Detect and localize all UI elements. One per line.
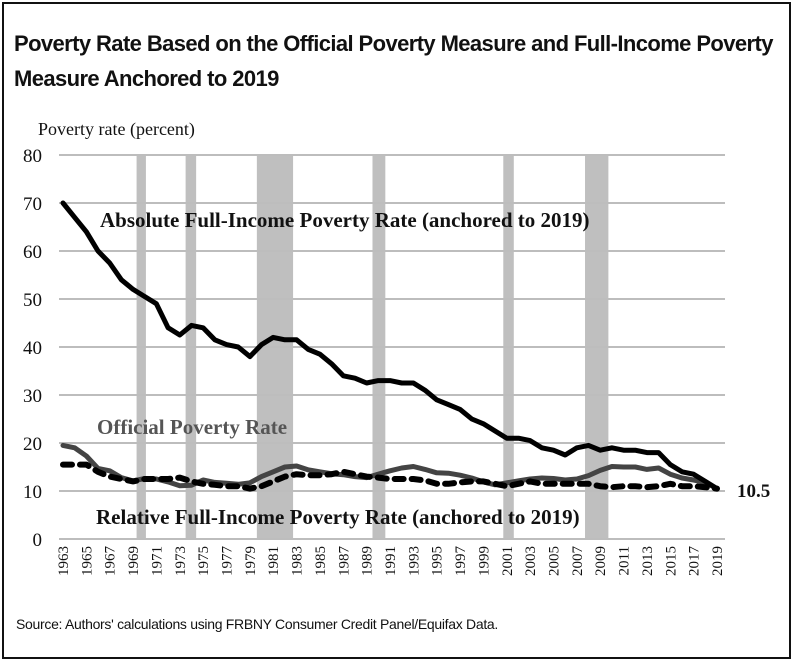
x-tick-label: 1963: [56, 546, 72, 576]
x-tick-label: 1981: [266, 546, 282, 576]
x-axis-ticks: 1963 1965 1967 1969 1971 1973 1975 1977 1979 1981…: [56, 546, 726, 577]
label-absolute-series: Absolute Full-Income Poverty Rate (ancho…: [100, 208, 590, 232]
label-official-series: Official Poverty Rate: [97, 415, 287, 439]
x-tick-label: 1965: [79, 546, 95, 576]
series-lines: [60, 200, 720, 492]
label-relative-series: Relative Full-Income Poverty Rate (ancho…: [96, 505, 580, 529]
x-tick-label: 2005: [547, 546, 563, 576]
y-tick-label: 20: [23, 434, 42, 455]
x-tick-label: 1973: [173, 546, 189, 576]
x-tick-label: 1967: [103, 546, 119, 577]
source-note: Source: Authors' calculations using FRBN…: [16, 616, 499, 632]
x-tick-label: 1993: [406, 546, 422, 576]
end-value-label: 10.5: [737, 481, 770, 502]
x-tick-label: 2003: [523, 546, 539, 576]
x-tick-label: 1969: [126, 546, 142, 576]
x-tick-label: 2015: [663, 546, 679, 576]
chart-title: Poverty Rate Based on the Official Pover…: [14, 31, 773, 91]
y-tick-label: 30: [23, 386, 42, 407]
y-tick-label: 50: [23, 290, 42, 311]
y-tick-label: 40: [23, 338, 42, 359]
x-tick-label: 1999: [476, 546, 492, 576]
x-tick-label: 1997: [453, 546, 469, 577]
y-tick-label: 80: [23, 146, 42, 167]
series-line-0: [60, 200, 720, 492]
y-tick-label: 60: [23, 242, 42, 263]
gridlines: [59, 154, 725, 540]
chart-frame: [2, 2, 791, 659]
x-tick-label: 1989: [360, 546, 376, 576]
x-tick-label: 1985: [313, 546, 329, 576]
x-tick-label: 1971: [149, 546, 165, 576]
x-tick-label: 2001: [500, 546, 516, 576]
series-line-2: [60, 461, 720, 492]
series-line-1: [60, 442, 720, 492]
x-tick-label: 2011: [617, 546, 633, 575]
x-tick-label: 1979: [243, 546, 259, 576]
x-tick-label: 1987: [336, 546, 352, 577]
x-tick-label: 1977: [220, 546, 236, 577]
x-tick-label: 1975: [196, 546, 212, 576]
x-tick-label: 2009: [593, 546, 609, 576]
x-tick-label: 1995: [430, 546, 446, 576]
x-tick-label: 2007: [570, 546, 586, 577]
y-tick-label: 0: [33, 530, 43, 551]
x-tick-label: 2013: [640, 546, 656, 576]
y-axis-label: Poverty rate (percent): [38, 119, 195, 139]
y-axis-ticks: 0 10 20 30 40 50 60 70 80: [23, 146, 42, 551]
y-tick-label: 10: [23, 482, 42, 503]
x-tick-label: 1991: [383, 546, 399, 576]
x-tick-label: 2019: [710, 546, 726, 576]
x-tick-label: 1983: [290, 546, 306, 576]
x-tick-label: 2017: [687, 546, 703, 577]
y-tick-label: 70: [23, 194, 42, 215]
